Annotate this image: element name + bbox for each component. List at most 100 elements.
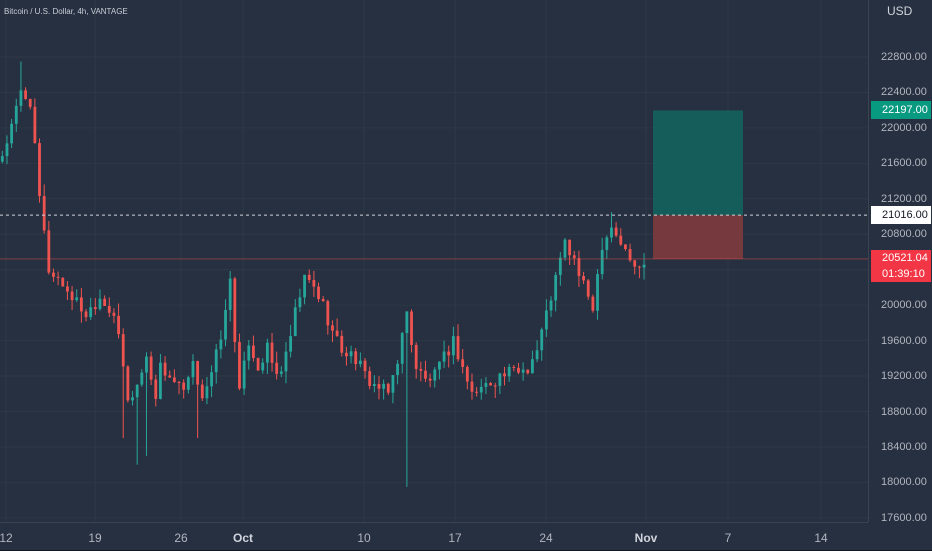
candle-body xyxy=(470,381,474,392)
candlestick-chart[interactable] xyxy=(0,0,868,522)
price-tick-label: 18000.00 xyxy=(881,476,927,489)
candle-body xyxy=(438,361,441,370)
candle-body xyxy=(405,311,409,334)
candle-body xyxy=(642,264,646,268)
candle-body xyxy=(89,307,93,318)
candle-body xyxy=(303,274,306,298)
candle-body xyxy=(512,366,516,368)
bar-countdown: 01:39:10 xyxy=(882,267,925,280)
candle-body xyxy=(265,342,269,363)
candle-body xyxy=(484,383,488,387)
candle-body xyxy=(475,391,479,393)
candle-body xyxy=(61,277,65,287)
candle-body xyxy=(531,359,534,374)
candle-body xyxy=(10,123,14,144)
candle-body xyxy=(84,311,88,318)
price-tick-label: 18800.00 xyxy=(881,405,927,418)
candle-body xyxy=(456,336,460,360)
candle-body xyxy=(558,257,562,275)
candle-body xyxy=(461,359,465,368)
candle-body xyxy=(419,368,423,371)
price-axis[interactable]: USD 22800.00 22400.00 22000.00 21600.00 2120… xyxy=(868,0,932,524)
candle-body xyxy=(228,278,232,310)
loss-zone xyxy=(653,215,743,259)
candle-body xyxy=(200,384,204,399)
time-tick-label: Oct xyxy=(232,531,254,545)
time-tick-label: 17 xyxy=(448,531,462,545)
last-price-tag: 20521.04 01:39:10 xyxy=(871,249,931,282)
time-tick-label: 10 xyxy=(357,531,371,545)
candle-body xyxy=(633,260,637,267)
price-tick-label: 21200.00 xyxy=(881,192,927,205)
candle-body xyxy=(28,98,32,107)
candle-body xyxy=(526,369,530,374)
candle-body xyxy=(568,239,572,256)
candle-body xyxy=(368,371,372,386)
candle-body xyxy=(275,362,279,374)
candle-body xyxy=(544,310,548,330)
candle-body xyxy=(433,369,437,381)
candle-body xyxy=(33,106,37,144)
candle-body xyxy=(517,367,520,373)
candle-body xyxy=(242,360,246,389)
candle-body xyxy=(400,333,404,364)
candle-body xyxy=(298,297,302,308)
candle-body xyxy=(554,274,558,301)
chart-pane[interactable]: Bitcoin / U.S. Dollar, 4h, VANTAGE xyxy=(0,0,868,522)
candle-body xyxy=(624,244,627,250)
candle-body xyxy=(424,370,427,379)
price-tick-label: 17600.00 xyxy=(881,511,927,524)
candle-body xyxy=(451,336,455,356)
candle-body xyxy=(0,156,4,162)
candle-body xyxy=(38,143,41,197)
candle-body xyxy=(93,307,97,310)
candle-body xyxy=(521,369,525,373)
time-tick-label: 7 xyxy=(724,531,732,545)
price-tick-label: 20000.00 xyxy=(881,299,927,312)
time-tick-label: 19 xyxy=(88,531,102,545)
candle-body xyxy=(363,360,367,372)
crosshair-price-tag: 21016.00 xyxy=(871,206,931,225)
price-tick-label: 21600.00 xyxy=(881,157,927,170)
candle-body xyxy=(103,298,107,306)
candle-body xyxy=(52,272,55,277)
candle-body xyxy=(247,345,251,361)
candle-body xyxy=(159,362,162,399)
last-price-value: 20521.04 xyxy=(882,251,928,264)
price-tick-label: 22400.00 xyxy=(881,86,927,99)
candle-body xyxy=(586,280,590,297)
candle-body xyxy=(42,196,46,231)
candle-body xyxy=(465,367,469,382)
candle-body xyxy=(345,352,348,357)
candle-body xyxy=(284,351,288,372)
currency-label[interactable]: USD xyxy=(887,4,913,18)
candle-body xyxy=(238,342,241,389)
candle-body xyxy=(442,351,446,362)
candle-body xyxy=(270,342,274,363)
price-tick-label: 19200.00 xyxy=(881,370,927,383)
candle-body xyxy=(410,311,413,345)
candle-body xyxy=(312,279,316,287)
candle-body xyxy=(628,249,632,261)
candle-body xyxy=(214,349,218,373)
candle-body xyxy=(140,372,144,385)
candle-body xyxy=(317,286,320,299)
candle-body xyxy=(191,361,195,378)
candle-body xyxy=(205,386,209,399)
candle-body xyxy=(70,291,74,301)
candle-body xyxy=(261,362,265,371)
candle-body xyxy=(24,90,27,99)
candle-body xyxy=(154,379,158,399)
candle-body xyxy=(605,237,609,250)
candle-body xyxy=(354,351,358,365)
time-axis[interactable]: 12 19 26 Oct 10 17 24 Nov 7 14 xyxy=(0,522,868,551)
symbol-title[interactable]: Bitcoin / U.S. Dollar, 4h, VANTAGE xyxy=(4,7,128,16)
candle-body xyxy=(386,383,390,393)
price-tick-label: 20800.00 xyxy=(881,228,927,241)
price-tick-label: 19600.00 xyxy=(881,334,927,347)
candle-body xyxy=(135,384,139,398)
candle-body xyxy=(503,373,506,377)
candle-body xyxy=(489,383,492,386)
candle-body xyxy=(252,345,255,359)
